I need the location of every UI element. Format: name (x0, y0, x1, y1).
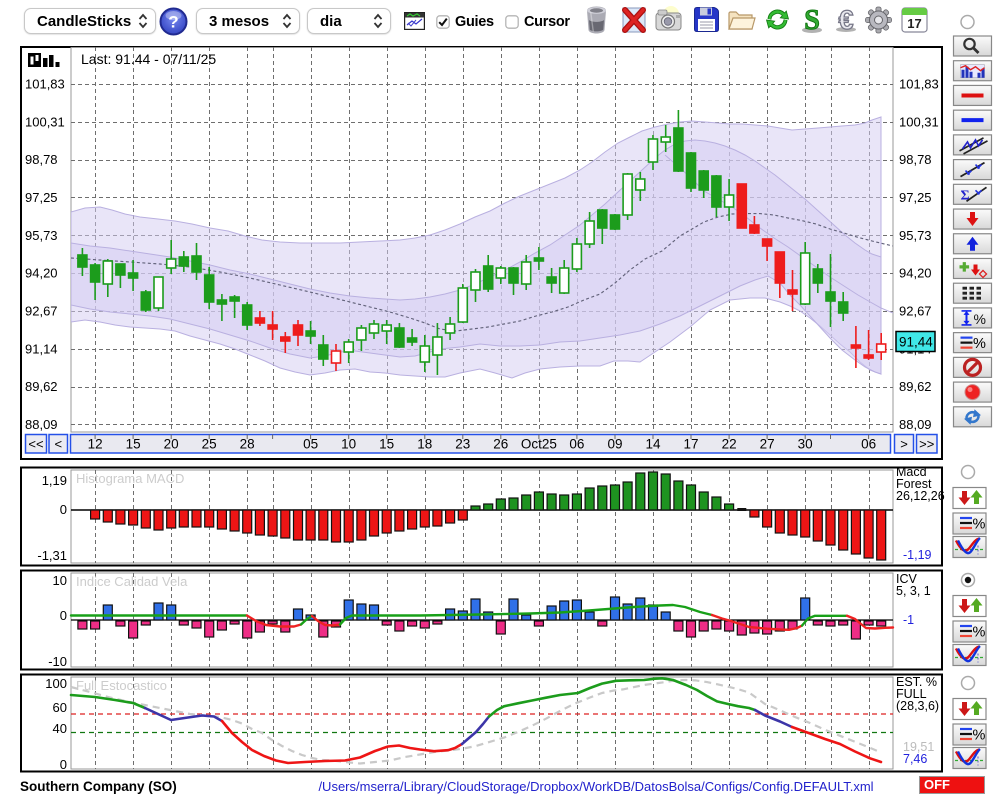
svg-text:06: 06 (861, 437, 876, 452)
svg-text:88,09: 88,09 (25, 417, 58, 432)
svg-text:89,62: 89,62 (25, 379, 58, 394)
svg-text:-1,19: -1,19 (903, 548, 932, 562)
svg-text:%: % (973, 728, 986, 744)
svg-text:100: 100 (45, 676, 67, 691)
svg-text:25: 25 (202, 437, 217, 452)
svg-text:15: 15 (379, 437, 394, 452)
svg-text:?: ? (168, 13, 178, 32)
svg-text:10: 10 (341, 437, 356, 452)
svg-text:<<: << (28, 437, 43, 452)
svg-text:92,67: 92,67 (899, 304, 932, 319)
svg-text:15: 15 (126, 437, 141, 452)
svg-text:Full Estocastico: Full Estocastico (76, 678, 167, 693)
svg-text:23: 23 (455, 437, 470, 452)
svg-text:Macd: Macd (896, 465, 927, 479)
svg-text:%: % (973, 625, 986, 641)
svg-text:101,83: 101,83 (899, 77, 939, 92)
svg-text:100,31: 100,31 (899, 114, 939, 129)
svg-text:94,20: 94,20 (25, 266, 58, 281)
svg-text:>: > (900, 437, 908, 452)
svg-text:26,12,26: 26,12,26 (896, 489, 945, 503)
svg-text:06: 06 (569, 437, 584, 452)
svg-text:5, 3, 1: 5, 3, 1 (896, 584, 931, 598)
svg-text:>>: >> (919, 437, 934, 452)
svg-text:20: 20 (164, 437, 179, 452)
svg-text:17: 17 (683, 437, 698, 452)
svg-text:12: 12 (88, 437, 103, 452)
svg-text:88,09: 88,09 (899, 417, 932, 432)
svg-text:89,62: 89,62 (899, 379, 932, 394)
svg-text:92,67: 92,67 (25, 304, 58, 319)
svg-text:91,44: 91,44 (899, 335, 933, 350)
svg-text:14: 14 (645, 437, 661, 452)
svg-text:€: € (838, 5, 853, 35)
svg-text:17: 17 (907, 16, 921, 31)
svg-text:28: 28 (240, 437, 255, 452)
svg-text:%: % (973, 517, 986, 533)
svg-text:19,51: 19,51 (903, 740, 934, 754)
svg-text:05: 05 (303, 437, 318, 452)
svg-text:18: 18 (417, 437, 432, 452)
svg-text:<: < (54, 437, 62, 452)
svg-text:0: 0 (60, 608, 67, 623)
svg-text:Indice Calidad Vela: Indice Calidad Vela (76, 574, 188, 589)
svg-text:%: % (974, 311, 986, 327)
svg-text:101,83: 101,83 (25, 77, 65, 92)
svg-text:94,20: 94,20 (899, 266, 932, 281)
svg-text:100,31: 100,31 (25, 114, 65, 129)
svg-text:97,25: 97,25 (899, 190, 932, 205)
svg-text:EST. %: EST. % (896, 675, 937, 689)
svg-text:Histograma MACD: Histograma MACD (76, 471, 184, 486)
svg-text:(28,3,6): (28,3,6) (896, 699, 939, 713)
svg-text:98,78: 98,78 (25, 152, 58, 167)
svg-text:10: 10 (53, 573, 67, 588)
svg-text:ICV: ICV (896, 572, 918, 586)
svg-text:97,25: 97,25 (25, 190, 58, 205)
svg-text:95,73: 95,73 (25, 228, 58, 243)
svg-text:Forest: Forest (896, 477, 932, 491)
svg-text:91,14: 91,14 (25, 341, 58, 356)
svg-text:Σ: Σ (961, 188, 970, 203)
svg-text:60: 60 (53, 700, 67, 715)
svg-text:7,46: 7,46 (903, 752, 927, 766)
svg-text:30: 30 (798, 437, 813, 452)
svg-text:-10: -10 (48, 654, 67, 669)
svg-text:95,73: 95,73 (899, 228, 932, 243)
svg-text:-1,31: -1,31 (37, 548, 67, 563)
svg-text:%: % (973, 336, 986, 352)
svg-text:Last: 91.44 - 07/11/25: Last: 91.44 - 07/11/25 (81, 51, 216, 67)
svg-text:Oct25: Oct25 (521, 437, 557, 452)
svg-text:27: 27 (760, 437, 775, 452)
svg-text:09: 09 (607, 437, 622, 452)
svg-text:98,78: 98,78 (899, 152, 932, 167)
svg-text:S: S (804, 5, 820, 35)
svg-text:22: 22 (722, 437, 737, 452)
svg-text:-1: -1 (903, 613, 914, 627)
svg-text:1,19: 1,19 (42, 473, 67, 488)
svg-text:0: 0 (60, 502, 67, 517)
svg-text:26: 26 (493, 437, 508, 452)
svg-text:0: 0 (60, 757, 67, 772)
svg-text:FULL: FULL (896, 687, 927, 701)
svg-text:40: 40 (53, 721, 67, 736)
